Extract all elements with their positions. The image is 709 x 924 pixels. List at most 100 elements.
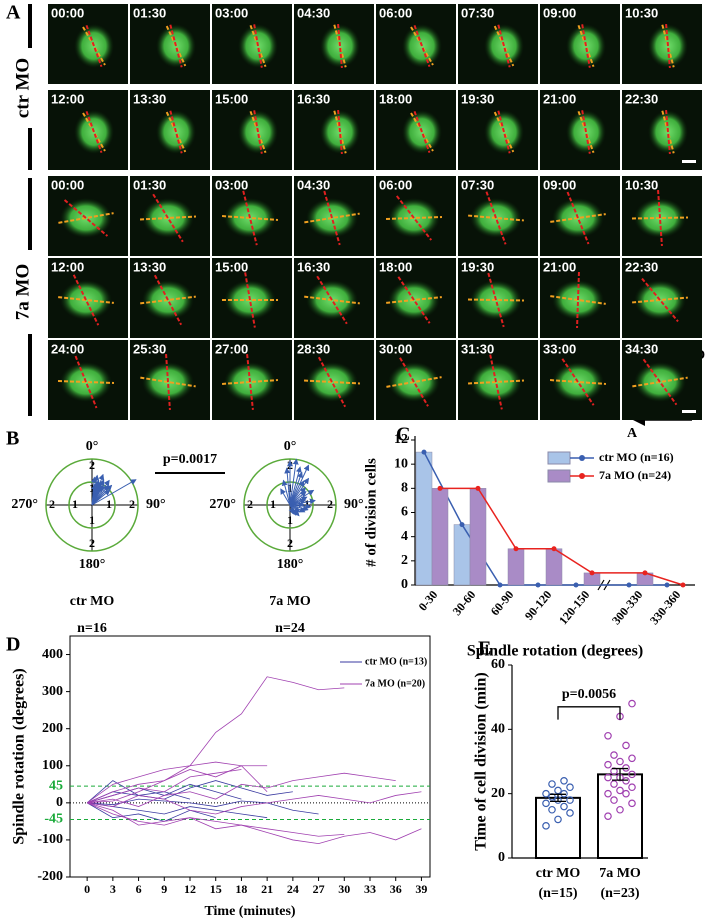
data-point — [604, 760, 612, 769]
x-tick-label: 24 — [287, 882, 299, 896]
spindle-axis — [246, 354, 254, 410]
row-label: ctr MO — [12, 58, 33, 118]
vector — [280, 488, 291, 506]
vector — [289, 458, 299, 506]
timestamp: 13:30 — [133, 91, 166, 106]
vector — [91, 485, 103, 506]
x-tick-label: ctr MO — [536, 866, 581, 881]
vector — [91, 489, 111, 506]
spindle-axis — [485, 191, 507, 245]
angle-label: 270° — [209, 497, 236, 512]
data-point — [560, 802, 568, 811]
data-point — [542, 789, 550, 798]
spindle-axis — [244, 272, 256, 328]
significance-bracket — [557, 706, 621, 720]
timestamp: 09:00 — [543, 177, 576, 192]
r-tick-label: 1 — [270, 497, 276, 511]
spindle-axis — [397, 276, 431, 324]
reference-label: -45 — [44, 812, 63, 827]
y-tick-label: 400 — [42, 647, 63, 662]
vector — [289, 477, 310, 506]
timestamp: 07:30 — [461, 5, 494, 20]
data-point — [566, 809, 574, 817]
spindle-axis — [63, 199, 109, 237]
data-point — [616, 786, 624, 795]
y-tick-label: 6 — [401, 505, 408, 520]
spindle-axis — [85, 24, 103, 68]
timestamp: 25:30 — [133, 341, 166, 356]
data-point — [542, 799, 550, 808]
spindle-axis — [413, 110, 431, 154]
spindle-axis — [395, 195, 433, 241]
row-label: 7a MO — [12, 264, 33, 320]
r-tick-label: 2 — [327, 497, 333, 511]
spindle-axis — [85, 110, 103, 154]
legend-swatch — [547, 451, 571, 465]
timestamp: 18:00 — [379, 91, 412, 106]
x-tick-label: 7a MO — [599, 866, 641, 881]
y-tick-label: 20 — [491, 786, 505, 801]
timestamp: 18:00 — [379, 259, 412, 274]
timestamp: 07:30 — [461, 177, 494, 192]
angle-label: 90° — [344, 497, 364, 512]
spindle-axis — [253, 110, 263, 154]
spindle-axis — [665, 109, 671, 155]
angle-label: 270° — [11, 497, 38, 512]
data-point — [628, 799, 636, 808]
timestamp: 21:00 — [543, 91, 576, 106]
spindle-axis — [253, 24, 263, 68]
timestamp: 28:30 — [297, 341, 330, 356]
x-tick-label: 60-90 — [488, 588, 517, 618]
legend-marker — [579, 473, 585, 479]
timestamp: 12:00 — [51, 259, 84, 274]
spindle-axis — [169, 24, 183, 68]
angle-label: 90° — [146, 497, 166, 512]
point — [664, 582, 670, 588]
spindle-axis — [323, 190, 341, 246]
y-tick-label: 200 — [42, 721, 63, 736]
trace — [86, 802, 422, 845]
timestamp: 06:00 — [379, 177, 412, 192]
y-tick-label: 2 — [401, 553, 408, 568]
spindle-axis — [152, 193, 184, 243]
data-point — [610, 796, 618, 804]
plot-frame — [69, 635, 431, 878]
point — [475, 485, 481, 491]
ring — [243, 458, 337, 552]
timestamp: 33:00 — [543, 341, 576, 356]
y-tick-label: 0 — [401, 577, 408, 592]
y-tick-label: -200 — [37, 869, 63, 884]
data-point — [628, 770, 636, 779]
spindle-axis — [641, 277, 679, 323]
group-label: 7a MO — [269, 594, 311, 609]
timestamp: 04:30 — [297, 177, 330, 192]
timestamp: 16:30 — [297, 259, 330, 274]
r-tick-label: 1 — [287, 513, 293, 527]
spindle-axis — [493, 25, 515, 67]
r-tick-label: 2 — [247, 497, 253, 511]
bar — [535, 796, 581, 859]
point — [497, 582, 503, 588]
spindle-axis — [561, 358, 595, 406]
data-point — [616, 805, 624, 814]
data-point — [548, 780, 556, 788]
ring — [45, 458, 139, 552]
scale-bar — [682, 410, 696, 413]
spindle-axis — [72, 274, 100, 326]
timestamp: 03:00 — [215, 5, 248, 20]
r-tick-label: 2 — [129, 497, 135, 511]
data-point — [604, 773, 612, 782]
vector — [289, 487, 307, 506]
panel-label: A — [6, 2, 21, 24]
r-tick-label: 1 — [72, 497, 78, 511]
spindle-axis — [581, 110, 591, 154]
spindle-axis — [165, 25, 187, 67]
data-point — [604, 812, 612, 820]
y-tick-label: 0 — [56, 795, 63, 810]
timestamp: 00:00 — [51, 177, 84, 192]
point — [626, 582, 632, 588]
y-tick-label: 8 — [401, 481, 408, 496]
timestamp: 19:30 — [461, 259, 494, 274]
trace — [87, 802, 345, 837]
